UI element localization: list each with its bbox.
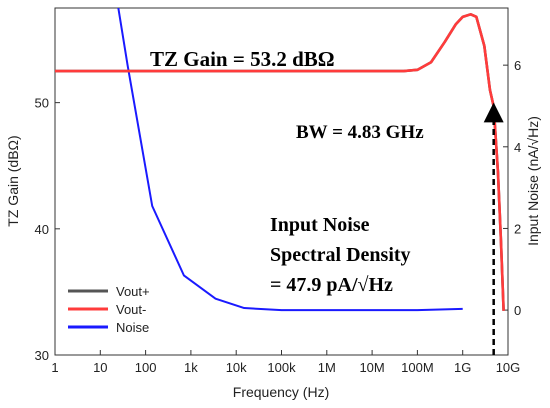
y-axis-left-title: TZ Gain (dBΩ) [5, 135, 21, 226]
y-left-tick-label: 40 [35, 222, 49, 237]
y-left-tick-label: 30 [35, 348, 49, 363]
legend-label-noise: Noise [116, 320, 149, 335]
legend-label-vout-minus: Vout- [116, 302, 146, 317]
y-left-tick-label: 50 [35, 96, 49, 111]
y-right-tick-label: 6 [514, 58, 521, 73]
x-tick-label: 10k [226, 360, 247, 375]
x-tick-label: 1M [318, 360, 336, 375]
y-right-tick-label: 2 [514, 221, 521, 236]
x-tick-label: 10 [93, 360, 107, 375]
y-right-tick-label: 0 [514, 303, 521, 318]
x-tick-label: 100k [267, 360, 296, 375]
legend: Vout+ Vout- Noise [68, 284, 150, 335]
x-tick-label: 10M [359, 360, 384, 375]
x-tick-label: 1 [51, 360, 58, 375]
series-line-vout-minus [55, 13, 505, 311]
annotation-noise-line3: = 47.9 pA/√Hz [270, 274, 393, 296]
y-right-tick-label: 4 [514, 140, 521, 155]
annotation-bandwidth: BW = 4.83 GHz [296, 122, 424, 143]
series-line-noise [117, 8, 463, 312]
x-axis-title: Frequency (Hz) [233, 384, 329, 400]
y-axis-right-title: Input Noise (nA/√Hz) [525, 116, 541, 246]
x-tick-label: 10G [496, 360, 521, 375]
x-tick-label: 100M [401, 360, 434, 375]
annotation-noise-line1: Input Noise [270, 214, 370, 236]
annotation-noise-line2: Spectral Density [270, 244, 411, 266]
annotation-tz-gain: TZ Gain = 53.2 dBΩ [150, 47, 335, 71]
x-tick-label: 1G [454, 360, 471, 375]
legend-label-vout-plus: Vout+ [116, 284, 150, 299]
x-tick-label: 100 [135, 360, 157, 375]
x-tick-label: 1k [184, 360, 198, 375]
